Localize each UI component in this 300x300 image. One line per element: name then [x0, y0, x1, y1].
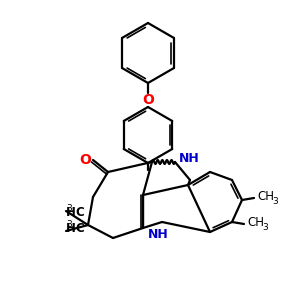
Text: H: H	[66, 206, 76, 220]
Text: NH: NH	[148, 228, 168, 241]
Text: CH: CH	[257, 190, 274, 202]
Text: NH: NH	[179, 152, 200, 164]
Text: 3: 3	[272, 196, 278, 206]
Text: 3: 3	[262, 223, 268, 232]
Text: C: C	[75, 223, 84, 236]
Text: O: O	[79, 153, 91, 167]
Text: O: O	[142, 93, 154, 107]
Text: 3: 3	[66, 204, 72, 213]
Text: 3: 3	[66, 220, 72, 229]
Text: CH: CH	[247, 215, 264, 229]
Text: H: H	[66, 223, 76, 236]
Text: C: C	[75, 206, 84, 220]
